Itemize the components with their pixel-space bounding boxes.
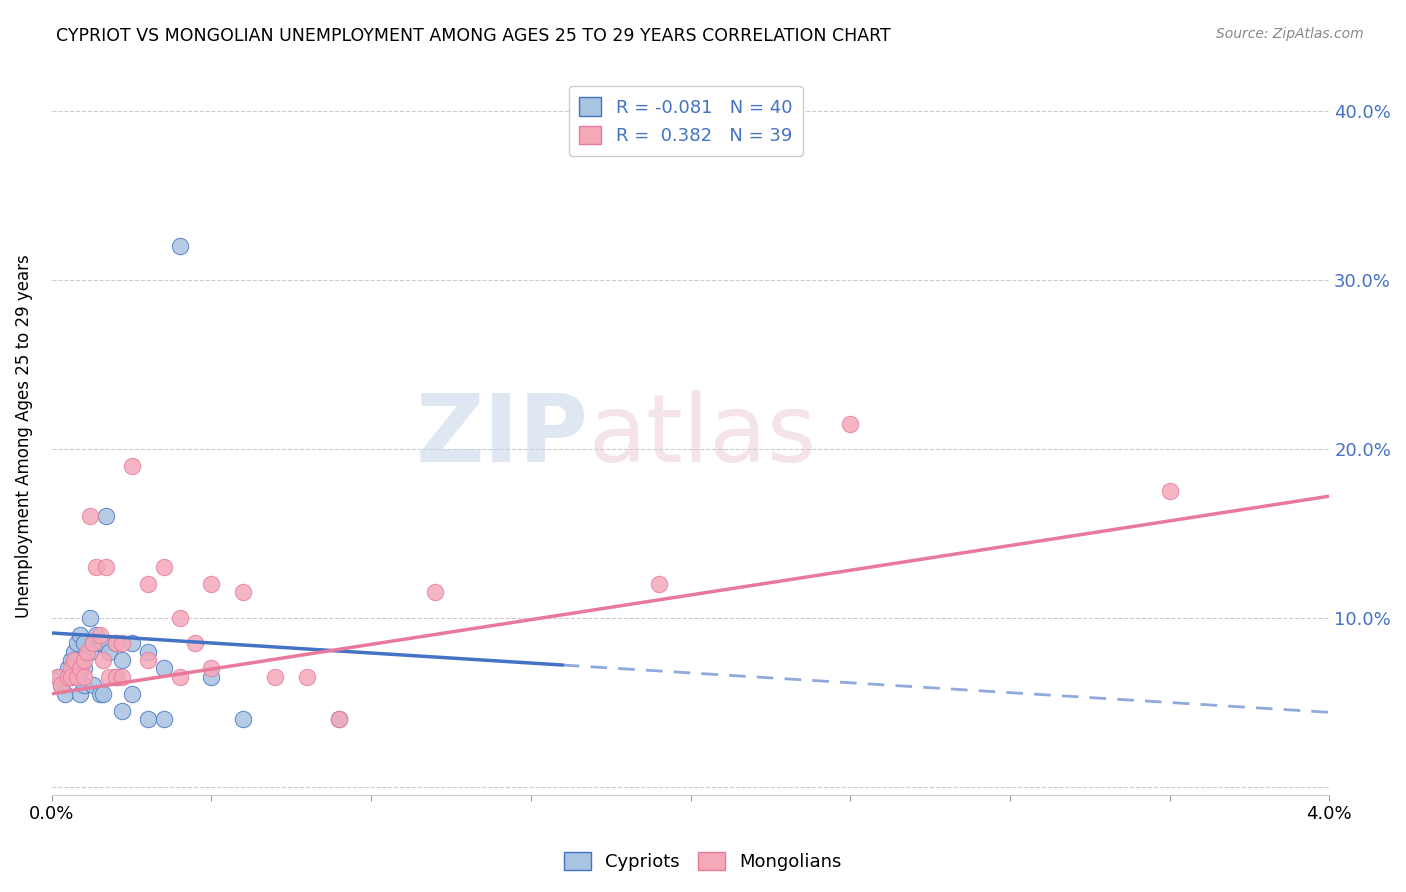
Point	[89, 636, 111, 650]
Point	[121, 636, 143, 650]
Point	[98, 670, 121, 684]
Point	[136, 712, 159, 726]
Point	[59, 670, 82, 684]
Point	[79, 644, 101, 658]
Point	[94, 509, 117, 524]
Point	[66, 636, 89, 650]
Point	[104, 636, 127, 650]
Point	[63, 644, 86, 658]
Point	[328, 712, 350, 726]
Point	[89, 687, 111, 701]
Point	[73, 670, 96, 684]
Point	[184, 636, 207, 650]
Point	[94, 560, 117, 574]
Point	[647, 577, 669, 591]
Point	[136, 653, 159, 667]
Text: Source: ZipAtlas.com: Source: ZipAtlas.com	[1216, 27, 1364, 41]
Point	[136, 644, 159, 658]
Point	[152, 712, 174, 726]
Point	[59, 670, 82, 684]
Y-axis label: Unemployment Among Ages 25 to 29 years: Unemployment Among Ages 25 to 29 years	[15, 254, 32, 618]
Legend: R = -0.081   N = 40, R =  0.382   N = 39: R = -0.081 N = 40, R = 0.382 N = 39	[568, 87, 803, 156]
Point	[66, 670, 89, 684]
Point	[63, 653, 86, 667]
Point	[91, 636, 114, 650]
Point	[232, 585, 254, 599]
Point	[1159, 484, 1181, 499]
Point	[200, 661, 222, 675]
Point	[111, 653, 134, 667]
Point	[232, 712, 254, 726]
Point	[73, 661, 96, 675]
Point	[328, 712, 350, 726]
Point	[56, 670, 79, 684]
Point	[69, 661, 91, 675]
Point	[111, 670, 134, 684]
Point	[73, 653, 96, 667]
Point	[46, 670, 69, 684]
Point	[104, 670, 127, 684]
Point	[111, 704, 134, 718]
Point	[91, 687, 114, 701]
Point	[46, 670, 69, 684]
Point	[82, 636, 104, 650]
Point	[104, 670, 127, 684]
Point	[66, 653, 89, 667]
Point	[839, 417, 862, 431]
Text: atlas: atlas	[588, 391, 817, 483]
Point	[200, 577, 222, 591]
Point	[51, 678, 73, 692]
Point	[69, 627, 91, 641]
Point	[104, 636, 127, 650]
Point	[73, 636, 96, 650]
Point	[79, 611, 101, 625]
Point	[59, 653, 82, 667]
Point	[82, 636, 104, 650]
Point	[136, 577, 159, 591]
Point	[169, 670, 191, 684]
Point	[200, 670, 222, 684]
Text: CYPRIOT VS MONGOLIAN UNEMPLOYMENT AMONG AGES 25 TO 29 YEARS CORRELATION CHART: CYPRIOT VS MONGOLIAN UNEMPLOYMENT AMONG …	[56, 27, 891, 45]
Point	[51, 678, 73, 692]
Point	[121, 687, 143, 701]
Point	[152, 661, 174, 675]
Point	[297, 670, 319, 684]
Point	[53, 687, 76, 701]
Point	[152, 560, 174, 574]
Point	[76, 644, 98, 658]
Point	[86, 560, 108, 574]
Point	[73, 678, 96, 692]
Point	[169, 239, 191, 253]
Point	[56, 661, 79, 675]
Point	[63, 661, 86, 675]
Point	[82, 678, 104, 692]
Text: ZIP: ZIP	[415, 391, 588, 483]
Point	[91, 653, 114, 667]
Point	[89, 627, 111, 641]
Point	[86, 627, 108, 641]
Point	[59, 661, 82, 675]
Point	[169, 611, 191, 625]
Point	[69, 687, 91, 701]
Point	[264, 670, 287, 684]
Point	[121, 458, 143, 473]
Point	[111, 636, 134, 650]
Point	[423, 585, 446, 599]
Legend: Cypriots, Mongolians: Cypriots, Mongolians	[557, 845, 849, 879]
Point	[98, 644, 121, 658]
Point	[79, 509, 101, 524]
